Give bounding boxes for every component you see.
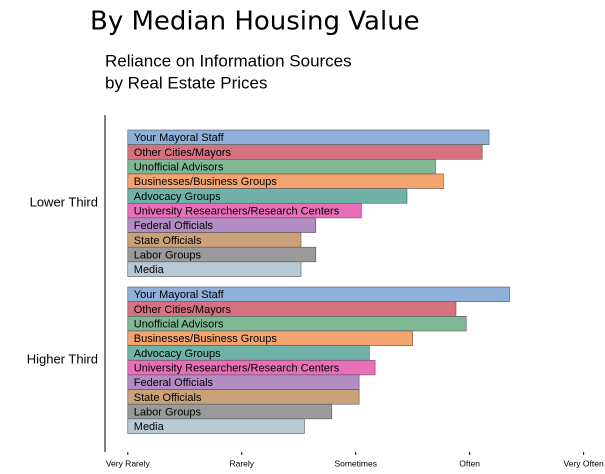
bar-label: Other Cities/Mayors (134, 304, 232, 316)
bar-label: Federal Officials (134, 377, 214, 389)
bar-label: Media (134, 264, 165, 276)
bar-label: Businesses/Business Groups (134, 176, 278, 188)
bar-label: Your Mayoral Staff (134, 132, 225, 144)
x-tick-label: Rarely (229, 458, 254, 468)
bar-label: University Researchers/Research Centers (134, 205, 340, 217)
bar (127, 261, 302, 277)
bar-label: Media (134, 421, 165, 433)
x-tick-label: Often (459, 458, 480, 468)
chart-title: By Median Housing Value (90, 7, 420, 37)
bar-label: Unofficial Advisors (134, 319, 224, 331)
bar-label: Your Mayoral Staff (134, 289, 225, 301)
bar-label: Labor Groups (134, 406, 202, 418)
bar-label: Other Cities/Mayors (134, 147, 232, 159)
chart-subtitle: Reliance on Information Sources (105, 51, 352, 70)
bar-label: Labor Groups (134, 249, 202, 261)
bar-label: Federal Officials (134, 220, 214, 232)
bar-label: University Researchers/Research Centers (134, 362, 340, 374)
bar-label: State Officials (134, 235, 202, 247)
bar-label: Businesses/Business Groups (134, 333, 278, 345)
x-tick-label: Very Rarely (106, 458, 151, 468)
bar-label: Unofficial Advisors (134, 162, 224, 174)
bar-label: Advocacy Groups (134, 191, 221, 203)
bar (127, 418, 305, 434)
bar-label: Advocacy Groups (134, 348, 221, 360)
y-tick-label: Higher Third (27, 352, 98, 367)
x-tick-label: Sometimes (334, 458, 377, 468)
x-tick-label: Very Often (564, 458, 604, 468)
y-tick-label: Lower Third (30, 195, 98, 210)
bar-label: State Officials (134, 392, 202, 404)
chart-subtitle: by Real Estate Prices (105, 73, 268, 92)
